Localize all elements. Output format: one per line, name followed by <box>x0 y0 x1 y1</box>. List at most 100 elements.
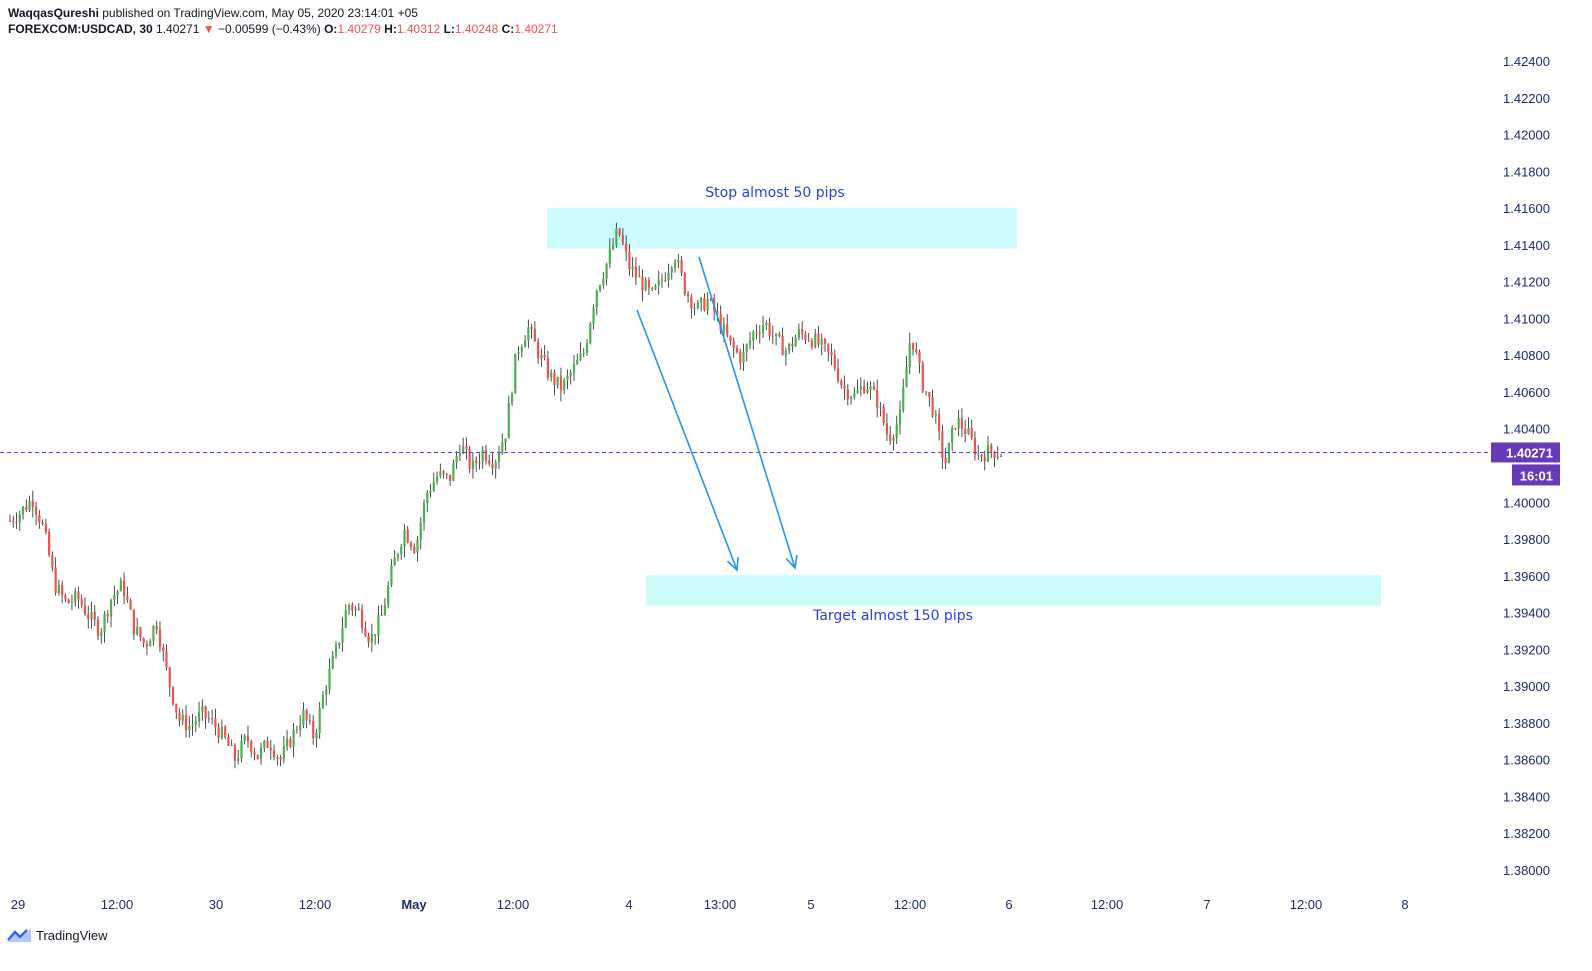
high-value: 1.40312 <box>396 22 441 36</box>
candle-body <box>628 251 631 270</box>
candle <box>80 594 83 609</box>
candle <box>690 293 693 319</box>
candle-body <box>406 529 409 543</box>
candle-body <box>12 520 15 523</box>
candle-body <box>360 609 364 629</box>
candle-body <box>178 712 181 721</box>
x-tick-label: 4 <box>625 897 632 912</box>
candle-body <box>116 591 119 596</box>
candle-body <box>220 726 223 739</box>
candle-body <box>197 711 201 722</box>
candle-body <box>497 453 501 463</box>
candle <box>941 424 944 469</box>
candle <box>618 227 621 237</box>
candle <box>272 744 276 761</box>
candle <box>615 222 618 248</box>
candle <box>673 258 677 273</box>
candle-body <box>742 352 745 363</box>
candle <box>905 356 908 388</box>
candle <box>563 377 566 395</box>
candle-body <box>74 591 77 603</box>
open-label: O: <box>324 22 338 36</box>
candle-body <box>892 437 895 441</box>
candle <box>106 610 109 623</box>
candle <box>677 253 680 268</box>
author-name[interactable]: WaqqasQureshi <box>8 6 99 20</box>
y-tick-label: 1.40800 <box>1503 348 1550 363</box>
candle <box>139 626 142 642</box>
candle <box>569 369 572 385</box>
candle-body <box>465 446 468 450</box>
candle-body <box>921 363 924 392</box>
candle <box>944 447 947 470</box>
candle <box>638 265 641 278</box>
candle <box>765 320 768 331</box>
tradingview-brand[interactable]: TradingView <box>6 927 108 943</box>
candle-body <box>341 627 344 643</box>
candle <box>77 586 80 609</box>
candle-body <box>654 285 657 289</box>
publish-info: published on TradingView.com, May 05, 20… <box>98 6 418 20</box>
candle-body <box>928 392 931 397</box>
candle <box>28 495 31 513</box>
candle-body <box>184 715 188 731</box>
candle <box>814 328 817 349</box>
candle <box>680 256 683 277</box>
candle <box>667 263 670 288</box>
candle-body <box>729 335 732 342</box>
candle <box>181 709 184 726</box>
candle-body <box>432 482 435 491</box>
candle <box>859 377 862 397</box>
candle-body <box>109 599 113 617</box>
candle-body <box>246 735 250 742</box>
candle <box>269 739 272 760</box>
candle-body <box>227 737 230 746</box>
candle-body <box>876 389 879 408</box>
candle <box>924 391 928 396</box>
candle-body <box>791 343 794 347</box>
x-tick-label: 12:00 <box>101 897 134 912</box>
y-tick-label: 1.38200 <box>1503 826 1550 841</box>
candle-body <box>931 396 934 416</box>
candle-body <box>429 490 432 493</box>
candle <box>990 443 993 459</box>
candle-body <box>409 542 413 547</box>
candle <box>752 329 755 350</box>
candle <box>748 331 752 350</box>
candle-body <box>879 406 882 408</box>
candle-body <box>765 322 768 326</box>
candle <box>142 637 145 648</box>
candle <box>967 417 970 435</box>
candle <box>986 436 990 463</box>
candle-body <box>80 599 83 606</box>
candle <box>928 391 931 407</box>
x-tick-label: 12:00 <box>894 897 927 912</box>
candle-body <box>123 580 126 597</box>
candle <box>964 419 967 443</box>
candle <box>123 572 126 604</box>
candle <box>18 511 21 531</box>
candle <box>954 427 957 431</box>
candle <box>328 658 331 695</box>
y-tick-label: 1.41000 <box>1503 311 1550 326</box>
candle <box>103 611 106 643</box>
candle <box>250 739 253 758</box>
y-tick-label: 1.42000 <box>1503 128 1550 143</box>
candle <box>931 389 934 418</box>
candle <box>484 444 488 465</box>
candle-body <box>315 733 318 739</box>
candle <box>706 292 709 316</box>
candle-body <box>566 375 569 381</box>
price-label-box <box>1491 442 1560 463</box>
candle-body <box>556 376 559 386</box>
candle-body <box>390 565 393 586</box>
candle-body <box>595 290 598 308</box>
candle-body <box>563 380 566 391</box>
candle <box>155 620 158 635</box>
candle <box>892 434 895 451</box>
candle <box>380 604 383 616</box>
candle <box>57 579 60 596</box>
candle <box>866 381 869 394</box>
candle <box>840 378 843 389</box>
